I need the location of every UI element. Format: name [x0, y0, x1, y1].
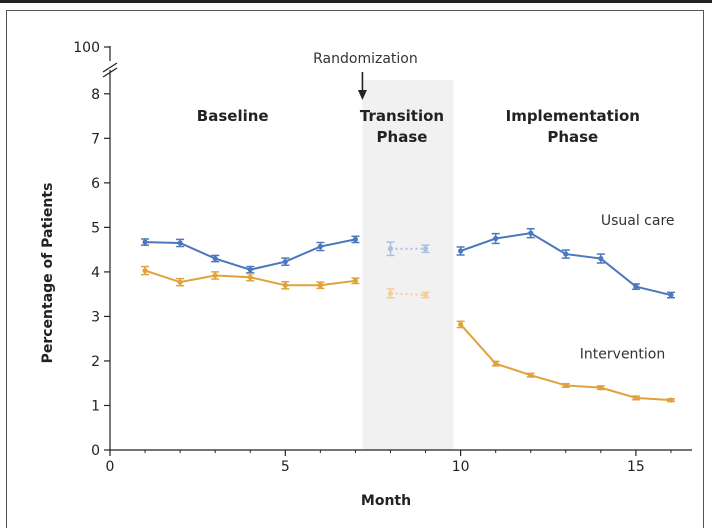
data-point	[563, 251, 569, 257]
figure-frame	[6, 10, 704, 528]
data-point	[668, 292, 674, 298]
data-point	[247, 267, 253, 273]
data-point	[212, 255, 218, 262]
data-point	[422, 292, 429, 298]
x-tick-label: 15	[627, 459, 645, 475]
data-point	[528, 372, 534, 378]
data-point	[633, 283, 639, 290]
data-point	[528, 230, 534, 236]
phase-label: Implementation	[506, 107, 640, 125]
x-axis-title: Month	[361, 493, 411, 509]
data-point	[212, 272, 218, 279]
data-point	[317, 243, 323, 250]
x-tick-label: 10	[452, 459, 470, 475]
y-tick-label: 2	[91, 354, 100, 370]
axis-break-mark	[102, 67, 118, 78]
data-point	[458, 248, 464, 254]
y-tick-label: 4	[91, 265, 100, 281]
y-axis-title: Percentage of Patients	[40, 183, 56, 364]
data-point	[458, 321, 464, 328]
data-point	[282, 282, 288, 288]
data-point	[598, 385, 604, 391]
randomization-label: Randomization	[313, 51, 418, 67]
y-tick-label: 3	[91, 309, 100, 325]
data-point	[387, 246, 394, 252]
series-intervention	[141, 265, 675, 403]
data-point	[563, 382, 569, 389]
data-point	[633, 395, 639, 401]
data-point	[317, 282, 323, 288]
y-tick-label-break: 100	[73, 40, 100, 56]
data-point	[282, 259, 288, 265]
data-point	[142, 267, 148, 274]
axis-break-mark	[102, 62, 118, 73]
data-point	[352, 236, 359, 243]
series-label: Usual care	[601, 213, 675, 229]
randomization-arrow-head	[357, 90, 367, 100]
transition-phase-shading	[362, 80, 454, 450]
y-tick-label: 7	[91, 131, 100, 147]
y-tick-label: 6	[91, 176, 100, 192]
y-tick-label: 8	[91, 87, 100, 103]
data-point	[247, 274, 253, 280]
top-rule	[0, 0, 712, 3]
data-point	[177, 279, 183, 285]
y-tick-label: 5	[91, 220, 100, 236]
data-point	[142, 239, 148, 245]
data-point	[352, 278, 359, 284]
series-line	[460, 232, 672, 297]
y-tick-label: 0	[91, 443, 100, 459]
data-point	[177, 240, 183, 246]
data-point	[668, 397, 674, 403]
data-point	[422, 246, 429, 252]
phase-label: Baseline	[197, 107, 269, 125]
series-line	[145, 238, 356, 271]
series-label: Intervention	[580, 347, 665, 363]
series-usual-care	[141, 227, 675, 299]
x-tick-label: 0	[106, 459, 115, 475]
data-point	[387, 290, 394, 296]
data-point	[493, 361, 499, 367]
phase-label: Phase	[547, 128, 598, 146]
data-point	[493, 235, 499, 242]
x-tick-label: 5	[281, 459, 290, 475]
phase-label: Phase	[377, 128, 428, 146]
phase-label: Transition	[360, 107, 444, 125]
data-point	[598, 255, 604, 262]
y-tick-label: 1	[91, 398, 100, 414]
series-line	[390, 292, 426, 297]
